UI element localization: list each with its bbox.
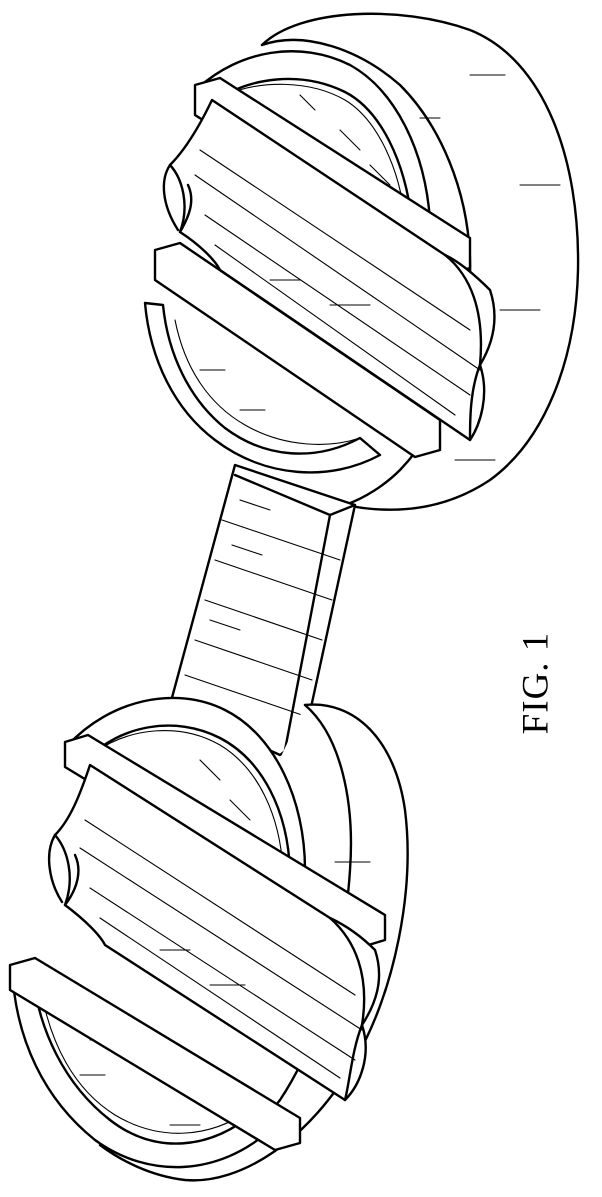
upper-disc-assembly (145, 14, 578, 510)
lower-disc-assembly (10, 698, 408, 1180)
figure-label: FIG. 1 (515, 632, 558, 735)
